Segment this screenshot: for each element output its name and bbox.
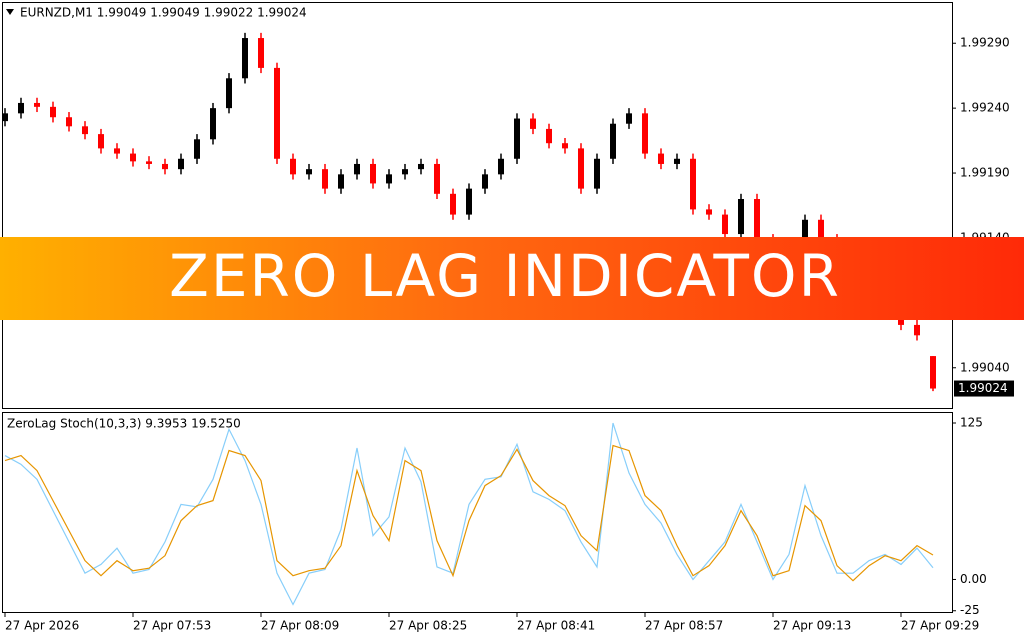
candle-body <box>690 158 696 210</box>
candle-body <box>546 128 552 144</box>
candle-body <box>754 199 760 240</box>
candle-body <box>322 169 328 189</box>
candle-body <box>274 67 280 159</box>
candle-body <box>674 158 680 164</box>
stoch-title: ZeroLag Stoch(10,3,3) 9.3953 19.5250 <box>7 417 241 431</box>
candle-body <box>50 106 56 118</box>
x-tick-label: 27 Apr 08:09 <box>261 619 339 633</box>
candle-body <box>610 123 616 159</box>
candle-body <box>338 174 344 189</box>
y-tick-label: 1.99240 <box>960 101 1010 115</box>
candle-body <box>354 163 360 175</box>
price-marker-label: 1.99024 <box>958 381 1008 395</box>
menu-arrow[interactable] <box>6 9 14 15</box>
candle-body <box>386 174 392 184</box>
candle-body <box>706 209 712 215</box>
candle-body <box>642 113 648 154</box>
x-tick-label: 27 Apr 2026 <box>5 619 79 633</box>
y-tick-label: -25 <box>960 603 980 617</box>
candle-body <box>930 356 936 389</box>
x-tick-label: 27 Apr 08:57 <box>645 619 723 633</box>
y-tick-label: 1.99190 <box>960 166 1010 180</box>
candle-body <box>626 113 632 124</box>
candle-body <box>34 102 40 107</box>
candle-body <box>818 219 824 240</box>
stoch-panel <box>2 412 953 613</box>
candle-body <box>530 118 536 129</box>
candle-body <box>146 161 152 164</box>
banner-text: ZERO LAG INDICATOR <box>169 242 841 310</box>
candle-body <box>290 158 296 175</box>
candle-body <box>2 113 8 122</box>
y-tick-label: 1.99290 <box>960 36 1010 50</box>
candle-body <box>578 148 584 189</box>
x-tick-label: 27 Apr 09:13 <box>773 619 851 633</box>
candle-body <box>434 163 440 194</box>
x-tick-label: 27 Apr 08:25 <box>389 619 467 633</box>
candle-body <box>130 153 136 162</box>
candle-body <box>514 118 520 159</box>
candle-body <box>242 38 248 79</box>
candle-body <box>66 117 72 127</box>
candle-body <box>914 324 920 336</box>
candle-body <box>114 148 120 154</box>
candle-body <box>306 169 312 175</box>
candle-body <box>482 174 488 189</box>
candle-body <box>418 163 424 170</box>
candle-body <box>226 78 232 109</box>
candle-body <box>802 219 808 245</box>
x-tick-label: 27 Apr 09:29 <box>901 619 979 633</box>
candle-body <box>738 199 744 235</box>
candle-body <box>466 188 472 215</box>
candle-body <box>658 153 664 164</box>
price-title: EURNZD,M1 1.99049 1.99049 1.99022 1.9902… <box>20 6 307 20</box>
candle-body <box>562 143 568 149</box>
candle-body <box>258 38 264 68</box>
stoch-line <box>4 444 934 582</box>
candle-body <box>98 134 104 149</box>
candle-body <box>82 126 88 135</box>
candle-body <box>210 108 216 140</box>
candle-body <box>498 158 504 175</box>
candle-body <box>402 169 408 175</box>
x-tick-label: 27 Apr 08:41 <box>517 619 595 633</box>
candle-body <box>370 163 376 184</box>
y-tick-label: 1.99040 <box>960 360 1010 374</box>
candle-body <box>594 158 600 189</box>
x-tick-label: 27 Apr 07:53 <box>133 619 211 633</box>
price-panel <box>2 2 953 409</box>
price-marker <box>954 380 1014 397</box>
candle-body <box>18 102 24 114</box>
candle-body <box>722 214 728 235</box>
candle-body <box>450 193 456 215</box>
y-tick-label: 125 <box>960 416 983 430</box>
y-tick-label: 0.00 <box>960 572 987 586</box>
candle-body <box>162 163 168 170</box>
stoch-line <box>4 422 934 606</box>
candle-body <box>194 139 200 159</box>
candle-body <box>178 158 184 170</box>
banner <box>0 237 1024 320</box>
